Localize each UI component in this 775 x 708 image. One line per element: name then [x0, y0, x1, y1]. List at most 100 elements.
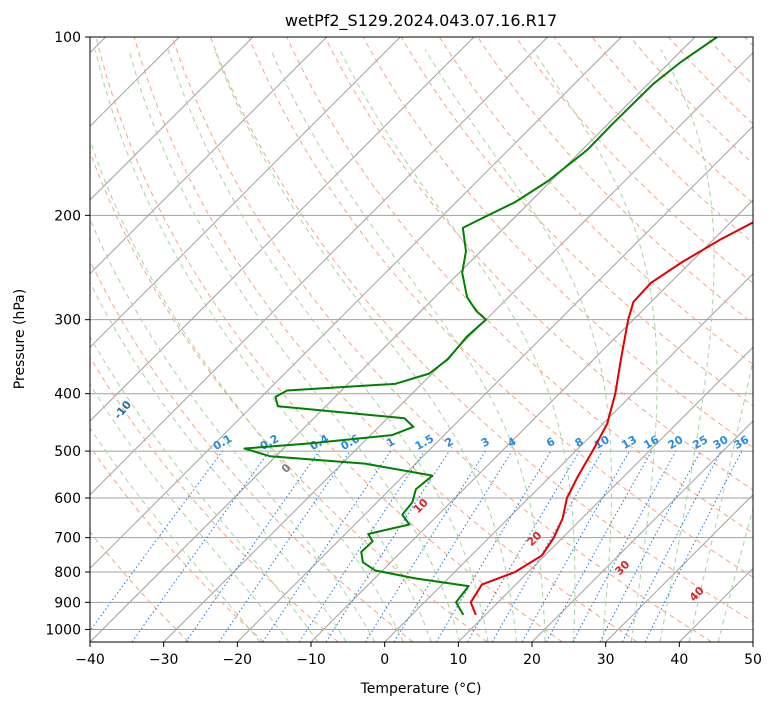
isotherm-line [457, 346, 753, 642]
mixing-ratio-label: 20 [666, 433, 686, 452]
moist-adiabat-label: 0 [279, 461, 294, 476]
moist-adiabat-line [214, 49, 517, 642]
mixing-ratio-label: 4 [505, 435, 518, 450]
mixing-ratio-line [364, 450, 486, 642]
plot-frame [89, 36, 754, 643]
isotherm-line [384, 272, 753, 642]
mixing-ratio-line [131, 450, 270, 642]
dry-adiabat-line [95, 37, 563, 642]
moist-adiabat-label: 30 [612, 558, 632, 578]
isotherm-line [90, 37, 549, 496]
x-axis-title: Temperature (°C) [360, 681, 482, 697]
x-tick-label: 20 [523, 652, 541, 668]
dry-adiabat-line [90, 445, 264, 642]
mixing-ratio-line [298, 450, 425, 642]
moist-adiabat-line [94, 49, 432, 642]
dry-adiabat-line [133, 37, 638, 642]
x-axis-ticks: −40 −30 −20 −10 0 10 20 30 40 50 [75, 642, 762, 668]
mixing-ratio-line [572, 450, 677, 642]
x-tick-label: −10 [296, 652, 326, 668]
x-tick-label: −30 [149, 652, 179, 668]
moist-adiabat-label: 20 [524, 529, 544, 549]
isotherm-line [90, 37, 622, 570]
series-group [243, 37, 753, 616]
moist-adiabat-line [90, 138, 404, 642]
mixing-ratio-line [491, 450, 603, 642]
mixing-ratio-label: 0.6 [338, 432, 362, 453]
moist-adiabat-line [659, 49, 715, 642]
mixing-ratio-label: 0.2 [258, 432, 281, 453]
dewpoint-line [243, 37, 718, 616]
mixing-ratio-label: 16 [641, 433, 661, 452]
isotherm-line [236, 125, 753, 642]
mixing-ratio-label: 10 [592, 433, 612, 452]
dry-adiabat-line [400, 37, 753, 407]
isotherm-line [310, 199, 753, 642]
dry-adiabat-line [210, 37, 753, 623]
dry-adiabat-line [248, 37, 753, 578]
dry-adiabat-line [362, 37, 753, 449]
moist-adiabat-line [90, 217, 376, 642]
moist-adiabat-line [90, 281, 347, 642]
dry-adiabat-line [591, 37, 753, 204]
moist-adiabat-line [424, 49, 613, 642]
y-tick-label: 800 [54, 565, 81, 581]
mixing-ratio-line [325, 450, 450, 642]
mixing-ratio-label: 3 [479, 435, 492, 450]
x-tick-label: 30 [597, 652, 615, 668]
moist-adiabat-line [128, 49, 461, 642]
isotherm-line [90, 37, 401, 349]
y-tick-label: 700 [54, 531, 81, 547]
y-tick-label: 600 [54, 491, 81, 507]
dry-adiabat-line [90, 150, 488, 642]
mixing-ratio-line [262, 450, 392, 642]
moist-adiabat-line [167, 49, 489, 642]
dry-adiabat-line [515, 37, 753, 284]
chart-title: wetPf2_S129.2024.043.07.16.R17 [285, 11, 557, 31]
isotherm-line [90, 37, 475, 422]
isotherm-line [678, 567, 753, 642]
x-tick-label: 50 [744, 652, 762, 668]
moist-adiabat-line [90, 427, 261, 642]
mixing-ratio-label: 2 [443, 435, 456, 450]
x-tick-label: 10 [449, 652, 467, 668]
y-tick-label: 200 [54, 208, 81, 224]
x-tick-label: 40 [670, 652, 688, 668]
moist-adiabat-line [90, 383, 290, 642]
y-axis-title: Pressure (hPa) [12, 289, 28, 389]
moist-adiabat-line [339, 49, 576, 642]
temperature-line [469, 221, 753, 616]
dry-adiabat-label: -20 [30, 359, 53, 383]
moist-adiabat-label: 40 [687, 584, 707, 604]
mixing-ratio-line [521, 450, 630, 642]
isotherm-line [752, 641, 753, 642]
mixing-ratio-label: 30 [711, 433, 731, 452]
moist-adiabat-line [90, 335, 319, 642]
dry-adiabat-line [90, 531, 190, 642]
dry-adiabat-line [90, 259, 414, 642]
moist-adiabat-line [532, 49, 658, 642]
mixing-ratio-line [218, 450, 351, 642]
isotherm-line [605, 493, 753, 642]
dry-adiabat-line [477, 37, 753, 325]
mixing-ratio-label: 0.1 [211, 432, 234, 453]
mixing-ratio-label: 6 [544, 435, 557, 450]
y-tick-label: 100 [54, 30, 81, 46]
dry-adiabat-line [324, 37, 753, 491]
mixing-ratio-line [185, 450, 320, 642]
isotherm-line [531, 420, 753, 642]
mixing-ratio-label: 1.5 [413, 432, 436, 453]
mixing-ratio-label: 1 [384, 435, 397, 450]
dry-adiabat-line [744, 37, 753, 47]
x-tick-label: −40 [75, 652, 105, 668]
guide-lines [90, 37, 753, 642]
isotherm-line [90, 37, 254, 201]
mixing-ratio-line [467, 450, 580, 642]
dry-adiabat-line [90, 356, 339, 642]
dry-adiabat-label: -10 [111, 398, 134, 422]
dry-adiabat-line [439, 37, 753, 366]
mixing-ratio-label: 13 [619, 433, 639, 452]
moist-adiabat-line [717, 506, 753, 642]
y-tick-label: 300 [54, 313, 81, 329]
mixing-ratio-line [393, 450, 513, 642]
